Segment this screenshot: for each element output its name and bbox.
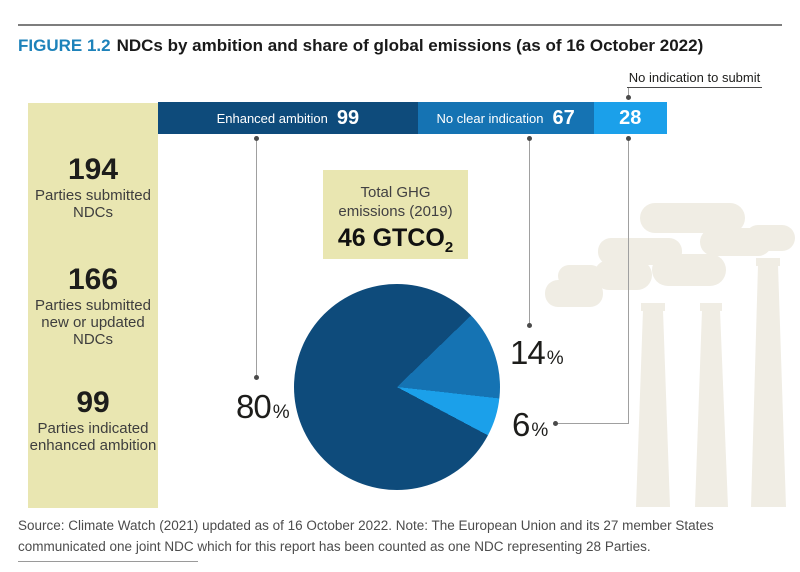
connector-line-6-vertical (628, 139, 629, 424)
connector-dot (254, 136, 259, 141)
segment-value: 99 (336, 106, 360, 129)
ghg-value-subscript: 2 (444, 238, 454, 256)
connector-line-14 (529, 139, 530, 325)
figure-title: FIGURE 1.2 NDCs by ambition and share of … (18, 36, 703, 56)
connector-dot (254, 375, 259, 380)
source-line2: communicated one joint NDC which for thi… (18, 538, 651, 554)
annotation-no-indication-label: No indication to submit (628, 70, 761, 85)
ambition-bar: Enhanced ambition 99 No clear indication… (158, 102, 667, 134)
stat-parties-enhanced-ambition: 99 Parties indicated enhanced ambition (28, 388, 158, 455)
annotation-underline (627, 87, 762, 88)
top-rule (18, 24, 782, 26)
stat-value: 99 (76, 386, 110, 419)
segment-label: No clear indication (436, 110, 544, 126)
ghg-emissions-box: Total GHG emissions (2019) 46 GTCO2 (323, 170, 468, 259)
segment-value: 28 (619, 106, 642, 129)
smoke-shapes (545, 203, 795, 507)
connector-dot (553, 421, 558, 426)
stat-value: 194 (67, 153, 119, 186)
connector-dot (527, 136, 532, 141)
connector-line-6-horizontal (557, 423, 629, 424)
pie-label-6: 6% (512, 406, 549, 443)
ghg-title-line1: Total GHG (360, 184, 431, 201)
pie-label-14: 14% (510, 334, 564, 371)
ghg-value: 46 GTCO2 (337, 223, 454, 256)
stat-value: 166 (67, 263, 119, 296)
bar-segment-enhanced-ambition: Enhanced ambition 99 (158, 102, 418, 134)
segment-value: 67 (552, 106, 575, 129)
bottom-rule (18, 561, 198, 562)
stats-panel: 194 Parties submitted NDCs 166 Parties s… (28, 103, 158, 508)
stat-parties-new-updated: 166 Parties submitted new or updated NDC… (28, 265, 158, 348)
stat-label: Parties submitted NDCs (35, 187, 151, 221)
connector-line-80 (256, 139, 257, 377)
connector-dot (527, 323, 532, 328)
stat-label: Parties submitted new or updated NDCs (35, 297, 151, 348)
pie-label-80: 80% (236, 388, 290, 425)
segment-label: Enhanced ambition (216, 110, 328, 126)
emissions-pie (294, 284, 500, 490)
figure-number: FIGURE 1.2 (18, 36, 111, 55)
bar-segment-no-indication-to-submit: 28 (593, 102, 667, 134)
connector-dot (626, 95, 631, 100)
figure-title-text: NDCs by ambition and share of global emi… (116, 36, 704, 55)
bar-segment-no-clear-indication: No clear indication 67 (417, 102, 594, 134)
chimney-smoke-illustration (545, 203, 795, 507)
connector-dot (626, 136, 631, 141)
stat-label: Parties indicated enhanced ambition (29, 420, 157, 454)
source-line1: Source: Climate Watch (2021) updated as … (18, 518, 714, 533)
stat-parties-submitted-ndcs: 194 Parties submitted NDCs (28, 155, 158, 222)
source-note: Source: Climate Watch (2021) updated as … (18, 516, 778, 558)
ghg-title-line2: emissions (2019) (338, 202, 453, 220)
annotation-connector-line (628, 88, 629, 96)
